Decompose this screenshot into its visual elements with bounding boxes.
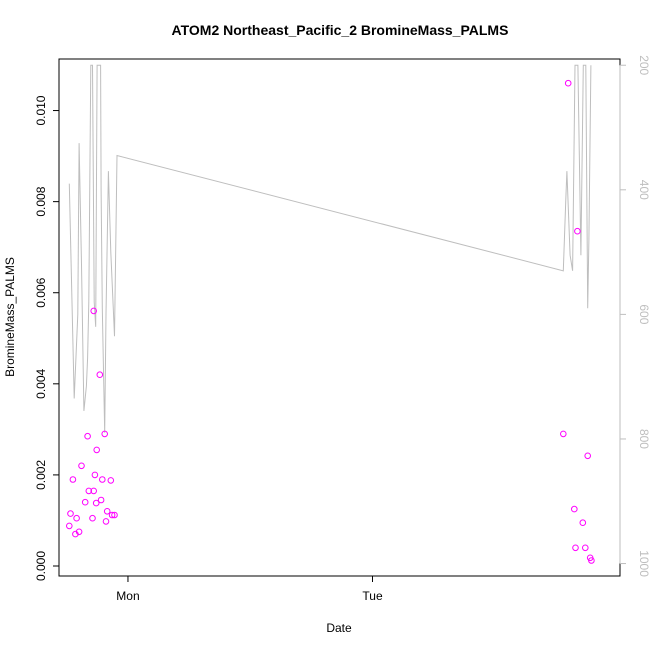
data-point xyxy=(92,499,100,507)
plot-frame xyxy=(58,58,621,577)
data-point xyxy=(574,227,581,235)
data-point xyxy=(564,79,572,87)
data-point xyxy=(107,477,115,484)
x-axis: Mon Tue xyxy=(116,575,383,603)
y-tick-label: 0.004 xyxy=(34,368,48,398)
data-point xyxy=(97,496,105,504)
x-tick-label: Tue xyxy=(362,589,383,603)
y-right-tick-label: 800 xyxy=(637,429,650,449)
y-right-tick-label: 200 xyxy=(637,55,650,75)
data-point xyxy=(560,430,567,438)
data-point xyxy=(108,511,116,519)
x-tick-label: Mon xyxy=(116,589,139,603)
data-point xyxy=(67,510,74,517)
data-point xyxy=(75,528,83,536)
data-point xyxy=(69,476,77,483)
y-tick-label: 0.000 xyxy=(34,551,48,581)
y-tick-label: 0.002 xyxy=(34,460,48,490)
y-axis: 0.000 0.002 0.004 0.006 0.008 0.010 xyxy=(34,95,60,581)
y-right-axis: 200 400 600 800 1000 xyxy=(619,55,650,577)
data-point xyxy=(101,430,108,438)
data-point xyxy=(66,522,73,530)
data-point xyxy=(91,471,99,479)
data-point xyxy=(111,511,118,519)
x-axis-label: Date xyxy=(326,621,352,635)
data-point xyxy=(78,462,85,470)
y-right-tick-label: 600 xyxy=(637,304,650,324)
chart-marks xyxy=(66,64,595,564)
data-point xyxy=(579,519,587,527)
data-point xyxy=(93,446,100,454)
y-right-tick-label: 1000 xyxy=(637,550,650,577)
data-point xyxy=(89,514,96,522)
data-point xyxy=(81,498,89,506)
data-point xyxy=(99,476,106,483)
data-point xyxy=(96,371,104,379)
data-point xyxy=(572,544,579,552)
data-point xyxy=(73,514,80,522)
y-axis-label: BromineMass_PALMS xyxy=(3,257,17,377)
data-point xyxy=(582,544,589,552)
data-point xyxy=(85,487,93,495)
data-point xyxy=(102,518,110,525)
data-point xyxy=(84,432,91,440)
y-tick-label: 0.006 xyxy=(34,277,48,307)
series-line-pressure xyxy=(68,64,592,433)
data-point xyxy=(90,487,97,495)
y-tick-label: 0.010 xyxy=(34,95,48,125)
data-point xyxy=(90,307,97,315)
data-point xyxy=(571,505,578,513)
data-point xyxy=(584,452,592,460)
y-right-tick-label: 400 xyxy=(637,180,650,200)
data-point xyxy=(588,557,595,564)
chart-title: ATOM2 Northeast_Pacific_2 BromineMass_PA… xyxy=(172,22,509,38)
y-tick-label: 0.008 xyxy=(34,186,48,216)
data-point xyxy=(103,508,111,515)
